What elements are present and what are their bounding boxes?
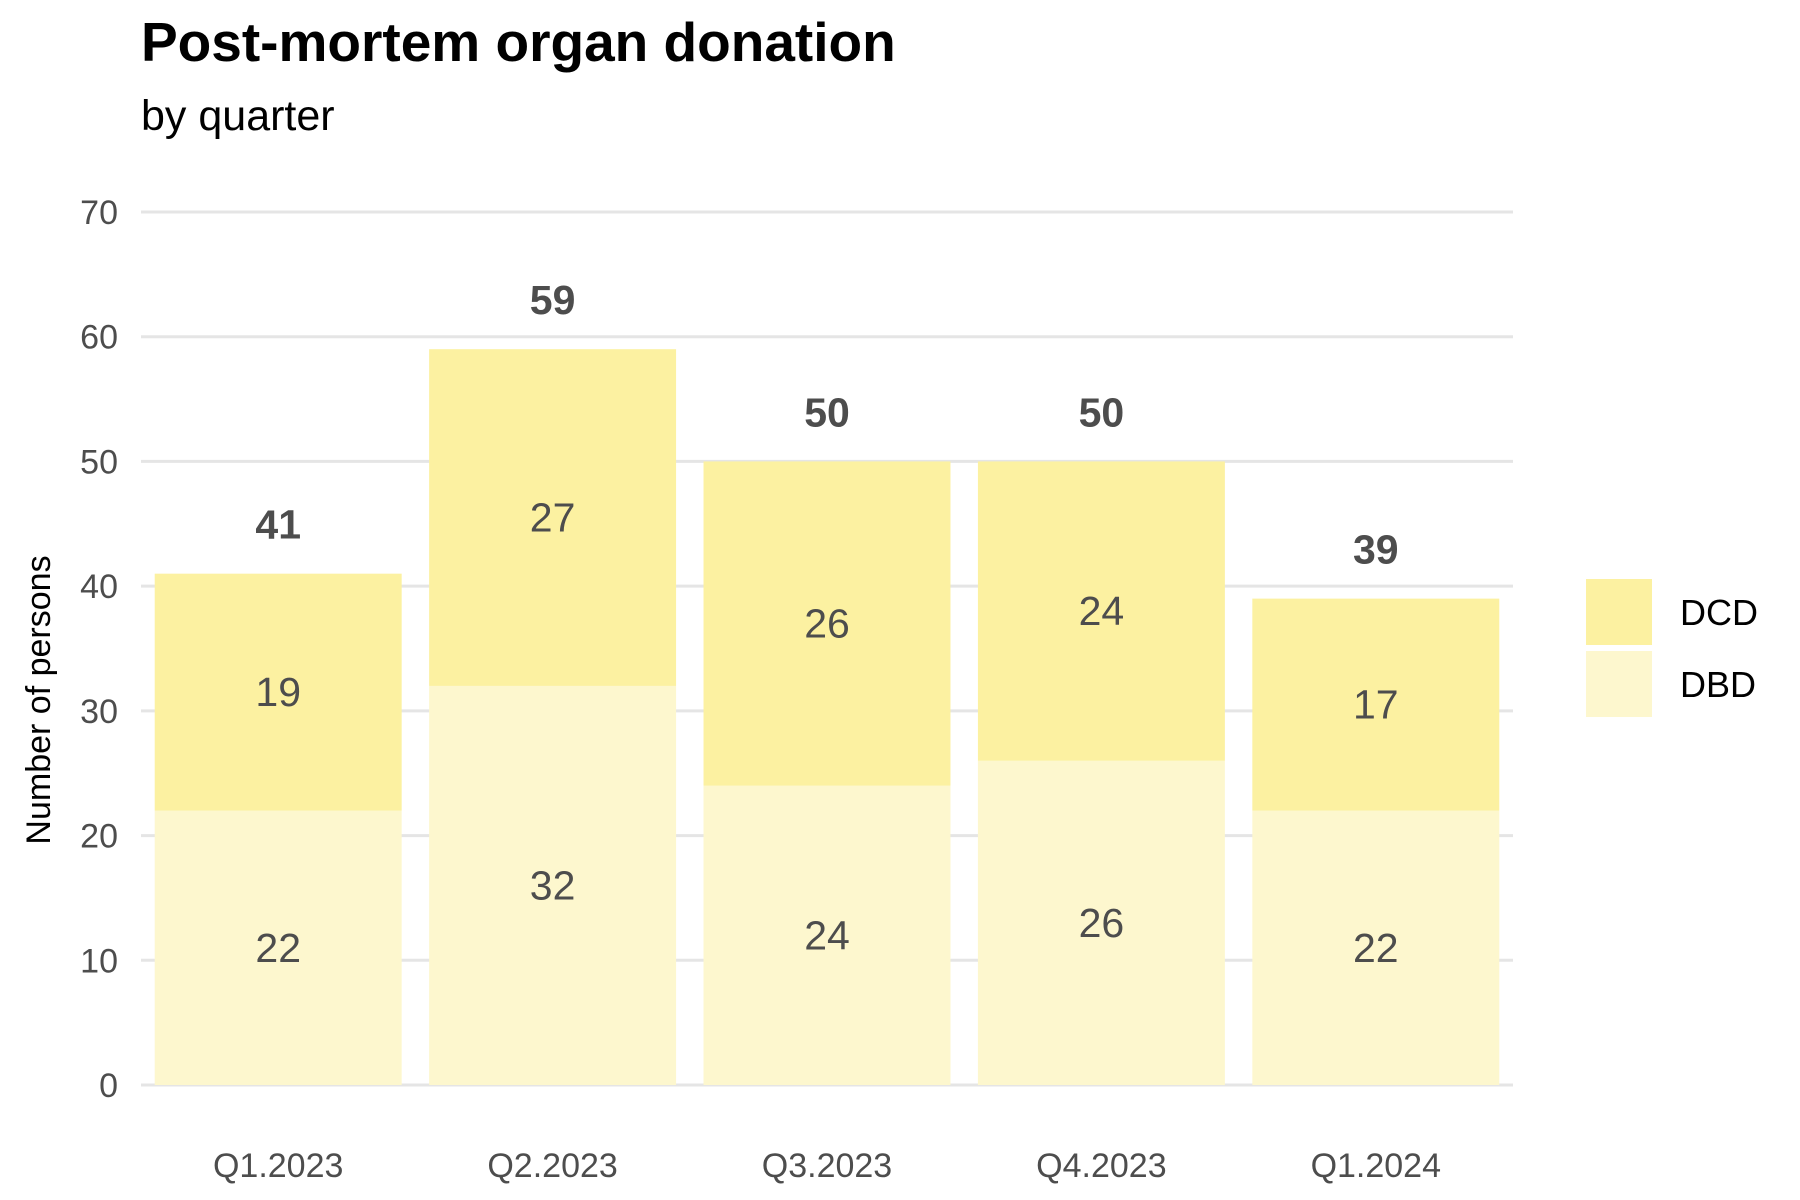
data-label-dcd: 17 xyxy=(1353,682,1399,728)
legend-label-dcd: DCD xyxy=(1680,592,1758,633)
bar-segment-dcd xyxy=(703,461,951,786)
bars xyxy=(154,349,1500,1085)
total-label: 41 xyxy=(255,502,301,548)
y-tick-label: 50 xyxy=(80,443,118,481)
data-label-dbd: 24 xyxy=(804,912,850,958)
total-label: 50 xyxy=(804,389,850,435)
legend-label-dbd: DBD xyxy=(1680,664,1756,705)
data-label-dcd: 19 xyxy=(255,669,301,715)
x-tick-label: Q3.2023 xyxy=(762,1147,892,1185)
y-tick-label: 10 xyxy=(80,942,118,980)
data-label-dcd: 27 xyxy=(530,495,576,541)
chart-subtitle: by quarter xyxy=(141,92,335,140)
total-label: 50 xyxy=(1079,389,1125,435)
x-tick-label: Q2.2023 xyxy=(487,1147,617,1185)
x-tick-label: Q1.2023 xyxy=(213,1147,343,1185)
bar-segment-dcd xyxy=(429,349,677,686)
data-label-dbd: 32 xyxy=(530,862,576,908)
bar-segment-dbd xyxy=(429,685,677,1085)
bar-segment-dbd xyxy=(703,785,951,1085)
total-label: 39 xyxy=(1353,527,1399,573)
bar-segment-dbd xyxy=(977,760,1225,1085)
bar-segment-dcd xyxy=(154,573,402,811)
data-label-dcd: 24 xyxy=(1079,588,1125,634)
bar-segment-dcd xyxy=(977,461,1225,761)
data-label-dbd: 26 xyxy=(1079,900,1125,946)
y-axis-title: Number of persons xyxy=(20,555,58,844)
y-tick-label: 60 xyxy=(80,319,118,357)
legend-swatch-dbd xyxy=(1586,651,1652,717)
x-tick-label: Q1.2024 xyxy=(1311,1147,1441,1185)
x-tick-label: Q4.2023 xyxy=(1036,1147,1166,1185)
bar-segment-dbd xyxy=(154,810,402,1085)
y-tick-label: 40 xyxy=(80,568,118,606)
chart-title: Post-mortem organ donation xyxy=(141,11,896,73)
y-tick-label: 30 xyxy=(80,693,118,731)
bar-segment-dcd xyxy=(1252,598,1500,811)
bar-segment-dbd xyxy=(1252,810,1500,1085)
y-tick-label: 70 xyxy=(80,194,118,232)
y-tick-label: 0 xyxy=(99,1067,118,1105)
data-label-dbd: 22 xyxy=(1353,925,1399,971)
legend-swatch-dcd xyxy=(1586,579,1652,645)
x-axis: Q1.2023 Q2.2023 Q3.2023 Q4.2023 Q1.2024 xyxy=(213,1147,1441,1185)
data-label-dbd: 22 xyxy=(255,925,301,971)
y-axis: 0 10 20 30 40 50 60 70 xyxy=(80,194,118,1105)
total-label: 59 xyxy=(530,277,576,323)
legend: DCD DBD xyxy=(1586,579,1758,717)
data-label-dcd: 26 xyxy=(804,601,850,647)
y-tick-label: 20 xyxy=(80,818,118,856)
data-labels: 22 19 41 32 27 59 24 26 50 26 24 50 22 17 39 xyxy=(255,277,1398,971)
